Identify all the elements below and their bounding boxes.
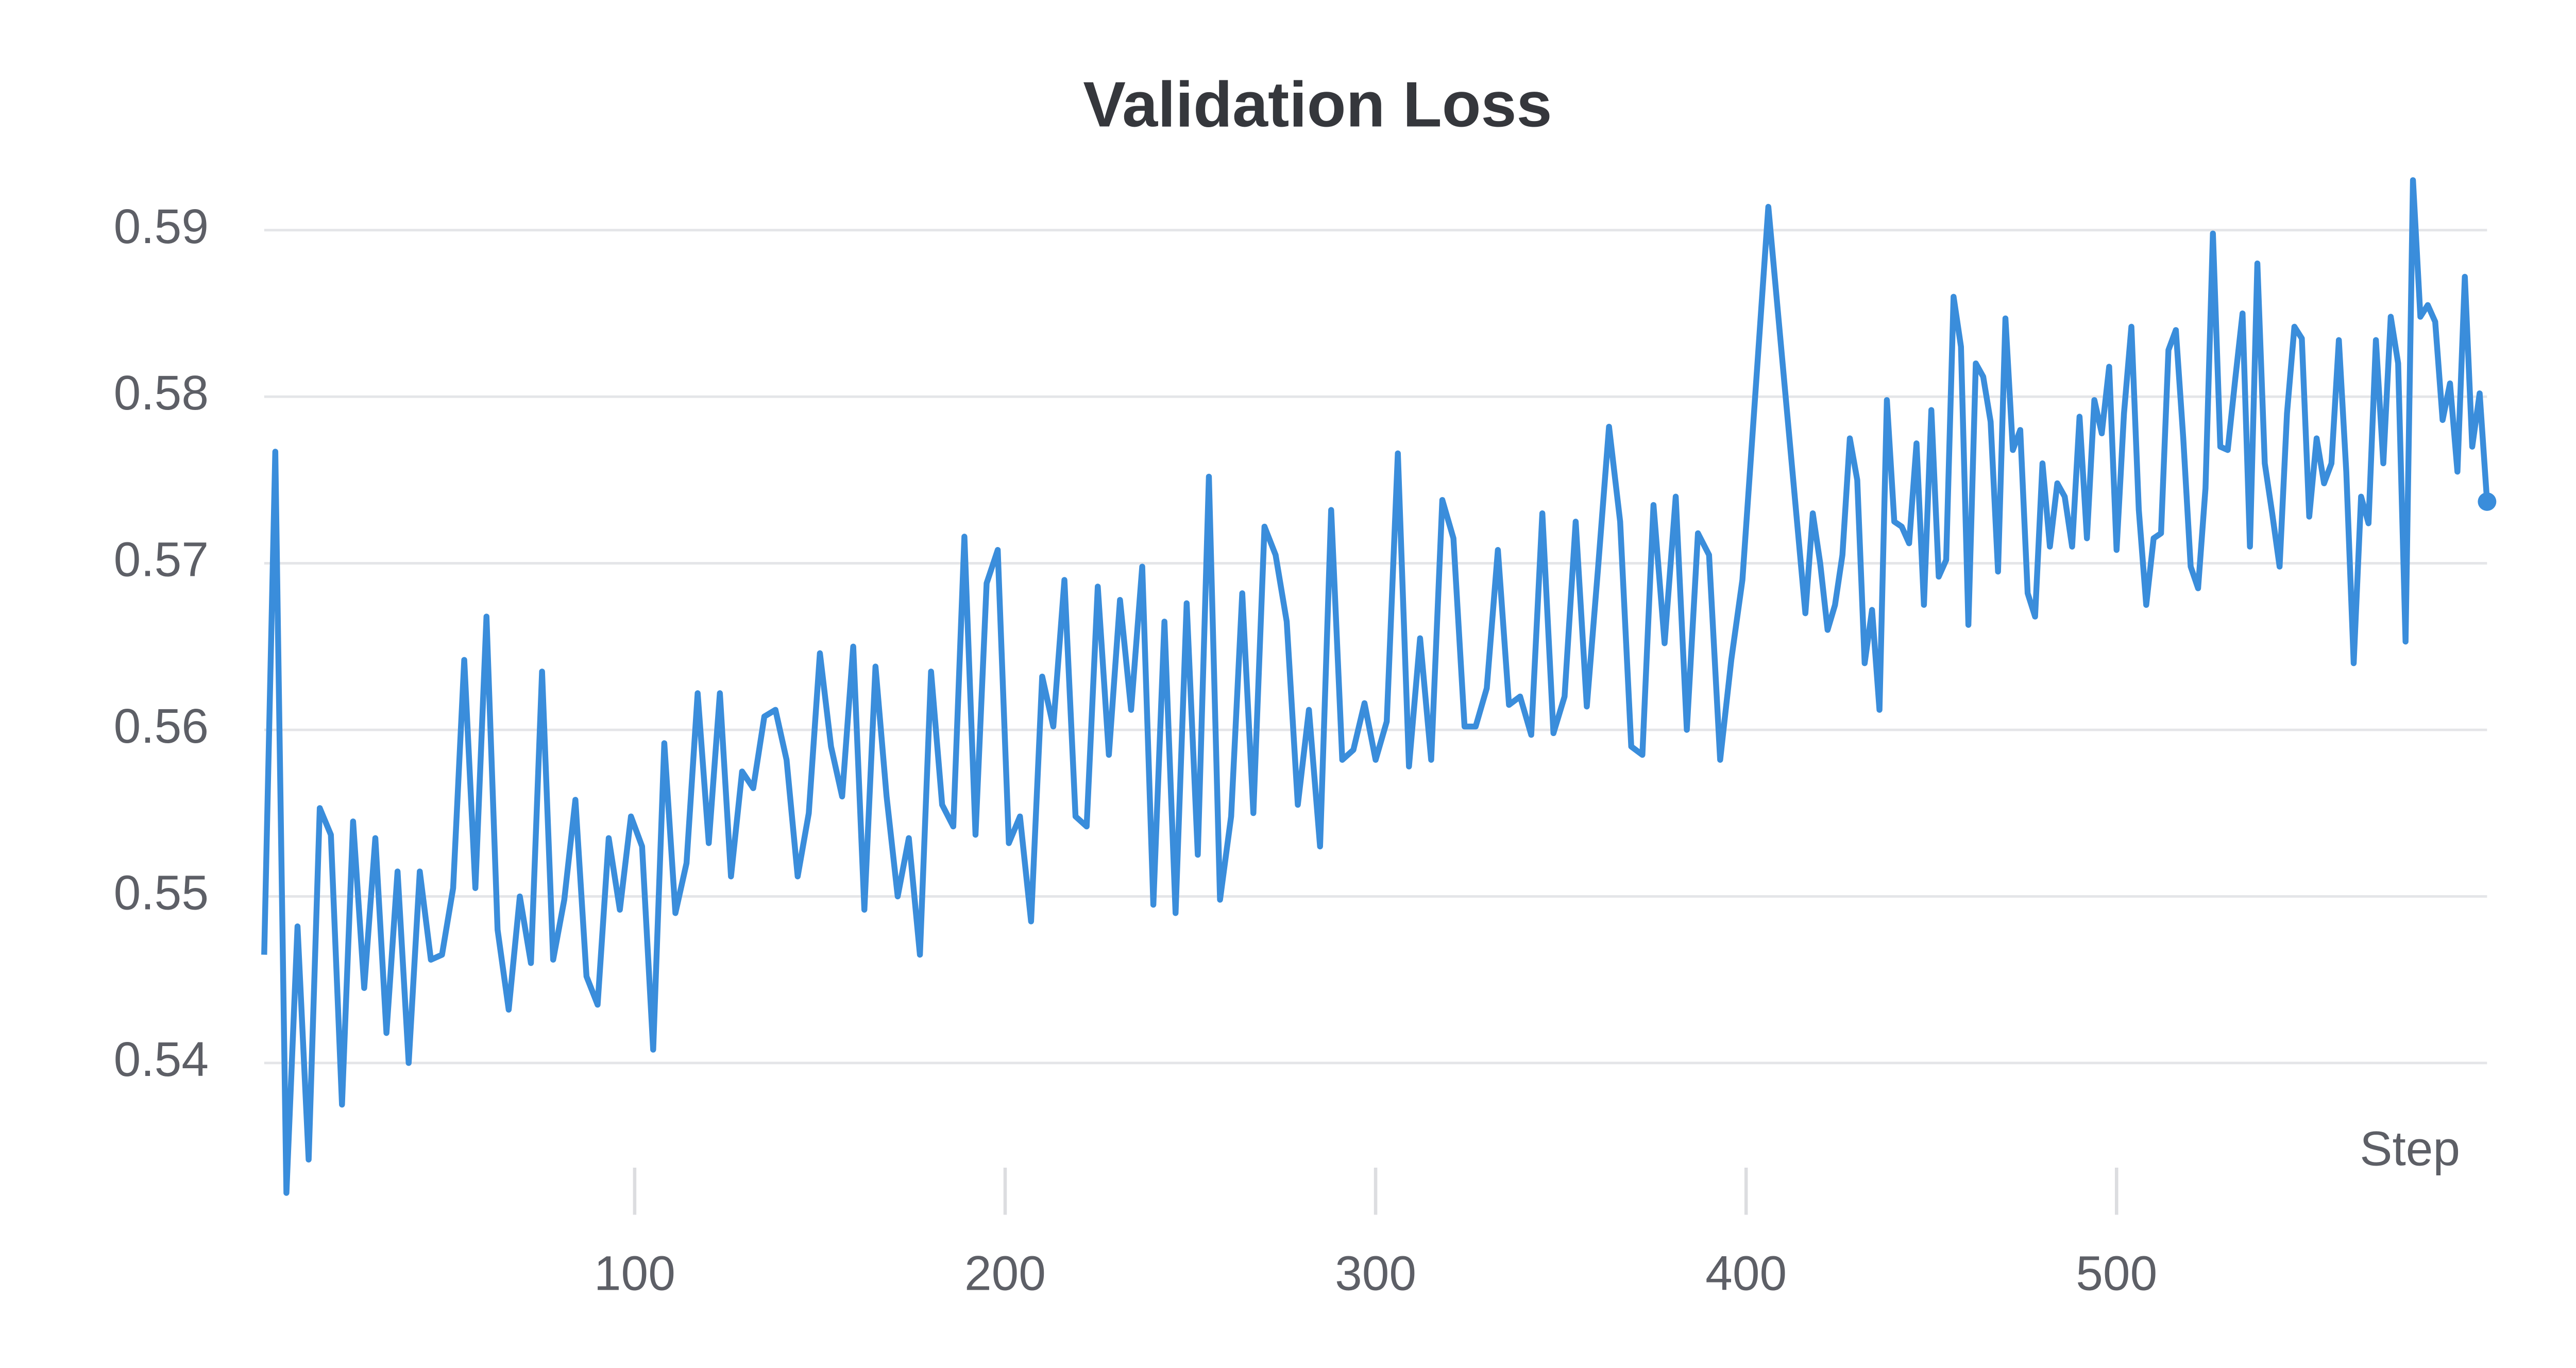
end-point [2478,492,2497,511]
y-tick-label: 0.58 [114,366,209,420]
y-tick-label: 0.55 [114,865,209,920]
y-tick-label: 0.54 [114,1032,209,1087]
y-tick-label: 0.56 [114,699,209,754]
x-tick-label: 100 [594,1246,675,1301]
x-tick-label: 500 [2076,1246,2157,1301]
y-tick-label: 0.57 [114,533,209,587]
x-tick-label: 400 [1705,1246,1787,1301]
data-line [261,177,2490,1196]
x-tick-label: 300 [1335,1246,1416,1301]
chart-title: Validation Loss [1083,69,1552,140]
x-axis-label: Step [2360,1122,2460,1176]
x-tick-label: 200 [964,1246,1046,1301]
y-tick-label: 0.59 [114,199,209,254]
